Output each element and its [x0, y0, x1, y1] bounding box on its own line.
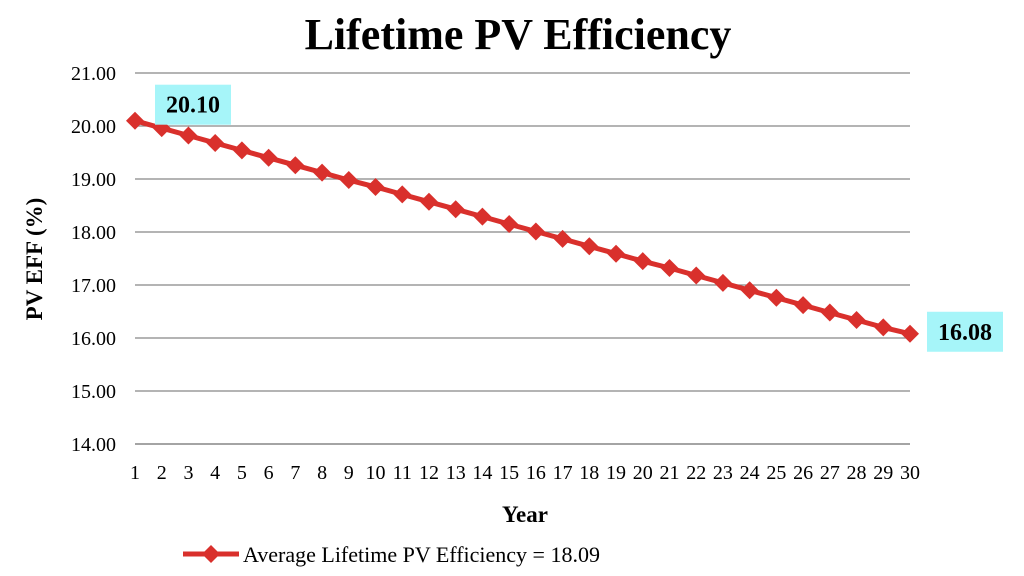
x-axis-label: Year	[502, 502, 548, 527]
data-labels: 20.10 16.08	[155, 84, 1003, 352]
x-axis-ticks: 1 2 3 4 5 6 7 8 9 10 11 12 13 14 15 16 17 18 19 20 21 22 23 24 2…	[130, 462, 920, 484]
data-label-box	[927, 311, 1003, 352]
x-tick-label: 30	[900, 462, 920, 484]
data-point-marker	[740, 281, 759, 300]
x-tick-label: 14	[472, 462, 492, 484]
data-point-marker	[847, 310, 866, 329]
x-tick-label: 16	[526, 462, 546, 484]
data-point-marker	[580, 237, 599, 256]
x-tick-label: 18	[579, 462, 599, 484]
x-tick-label: 21	[659, 462, 679, 484]
data-point-marker	[633, 252, 652, 271]
x-tick-label: 13	[446, 462, 466, 484]
y-axis-ticks: 14.00 15.00 16.00 17.00 18.00 19.00 20.00 21.00	[71, 63, 116, 456]
series-line	[134, 118, 911, 337]
legend: Average Lifetime PV Efficiency = 18.09	[183, 542, 600, 567]
data-label: 20.10	[166, 93, 220, 119]
data-point-marker	[660, 259, 679, 278]
x-tick-label: 1	[130, 462, 140, 484]
series-group	[126, 111, 919, 343]
y-tick-label: 14.00	[71, 434, 116, 456]
data-point-marker	[179, 126, 198, 145]
x-tick-label: 24	[740, 462, 760, 484]
legend-marker-diamond-icon	[202, 545, 220, 563]
x-tick-label: 9	[344, 462, 354, 484]
data-point-marker	[713, 273, 732, 292]
data-point-marker	[446, 200, 465, 219]
y-tick-label: 16.00	[71, 328, 116, 350]
data-point-marker	[553, 229, 572, 248]
data-label: 16.08	[938, 320, 992, 346]
y-tick-label: 15.00	[71, 381, 116, 403]
legend-label: Average Lifetime PV Efficiency = 18.09	[243, 542, 600, 567]
chart-title: Lifetime PV Efficiency	[305, 10, 732, 59]
x-tick-label: 11	[393, 462, 412, 484]
data-point-marker	[767, 288, 786, 307]
x-tick-label: 23	[713, 462, 733, 484]
data-point-marker	[419, 192, 438, 211]
data-point-marker	[473, 207, 492, 226]
data-point-marker	[687, 266, 706, 285]
y-tick-label: 17.00	[71, 275, 116, 297]
data-point-marker	[366, 177, 385, 196]
data-point-marker	[339, 171, 358, 190]
x-tick-label: 10	[366, 462, 386, 484]
y-axis-label: PV EFF (%)	[22, 198, 47, 321]
x-tick-label: 22	[686, 462, 706, 484]
data-point-marker	[232, 141, 251, 160]
x-tick-label: 20	[633, 462, 653, 484]
data-point-marker	[126, 111, 144, 130]
x-tick-label: 8	[317, 462, 327, 484]
x-tick-label: 25	[766, 462, 786, 484]
data-point-marker	[393, 185, 412, 204]
data-point-marker	[500, 215, 519, 234]
data-point-marker	[259, 148, 278, 167]
x-tick-label: 4	[210, 462, 220, 484]
data-point-marker	[874, 318, 893, 337]
x-tick-label: 2	[157, 462, 167, 484]
y-tick-label: 20.00	[71, 116, 116, 138]
data-point-marker	[286, 156, 305, 175]
data-point-marker	[526, 222, 545, 241]
data-point-marker	[794, 296, 813, 315]
x-tick-label: 29	[873, 462, 893, 484]
x-tick-label: 26	[793, 462, 813, 484]
gridlines	[135, 72, 910, 392]
data-label-box	[155, 84, 231, 125]
data-point-marker	[820, 303, 839, 322]
x-tick-label: 28	[847, 462, 867, 484]
x-tick-label: 5	[237, 462, 247, 484]
x-tick-label: 15	[499, 462, 519, 484]
x-tick-label: 7	[290, 462, 300, 484]
x-tick-label: 3	[183, 462, 193, 484]
data-point-marker	[901, 324, 919, 343]
x-tick-label: 17	[553, 462, 573, 484]
data-point-marker	[607, 244, 626, 263]
x-tick-label: 19	[606, 462, 626, 484]
y-tick-label: 21.00	[71, 63, 116, 85]
data-point-marker	[313, 163, 332, 182]
data-point-marker	[206, 133, 225, 152]
x-tick-label: 6	[264, 462, 274, 484]
x-tick-label: 27	[820, 462, 840, 484]
x-tick-label: 12	[419, 462, 439, 484]
y-tick-label: 19.00	[71, 169, 116, 191]
y-tick-label: 18.00	[71, 222, 116, 244]
